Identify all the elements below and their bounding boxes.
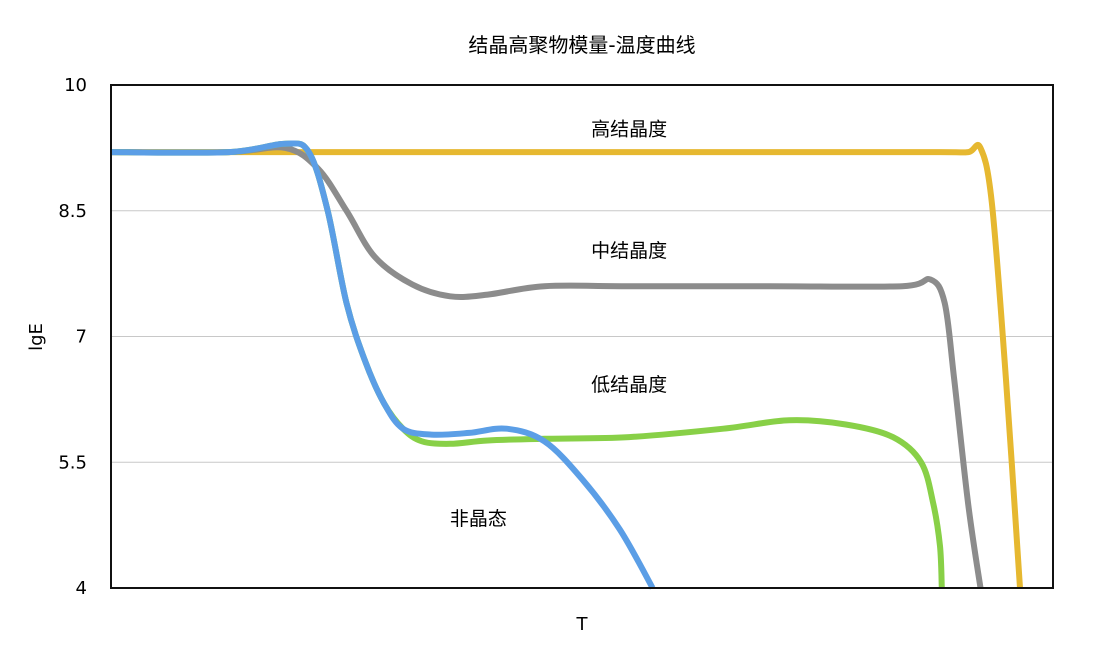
annotation-label: 中结晶度	[591, 240, 667, 262]
y-tick-label: 8.5	[58, 201, 87, 222]
y-tick-label: 7	[76, 327, 87, 348]
y-tick-label: 5.5	[58, 452, 87, 473]
grid-lines	[111, 210, 1053, 463]
y-tick-label: 10	[64, 75, 87, 96]
series-line-0	[111, 141, 1023, 589]
series-line-1	[110, 144, 984, 589]
series-layer	[110, 140, 1023, 590]
annotation-label: 高结晶度	[591, 118, 667, 140]
y-axis-label: lgE	[26, 323, 47, 351]
x-axis-label: T	[576, 614, 589, 635]
annotation-label: 低结晶度	[591, 374, 667, 396]
plot-frame	[110, 84, 1054, 589]
y-tick-labels: 10 8.5 7 5.5 4	[58, 75, 87, 599]
chart-title: 结晶高聚物模量-温度曲线	[468, 33, 695, 57]
annotation-label: 非晶态	[450, 508, 507, 530]
series-line-2	[110, 140, 945, 589]
series-line-3	[110, 140, 656, 590]
y-tick-label: 4	[76, 578, 87, 599]
